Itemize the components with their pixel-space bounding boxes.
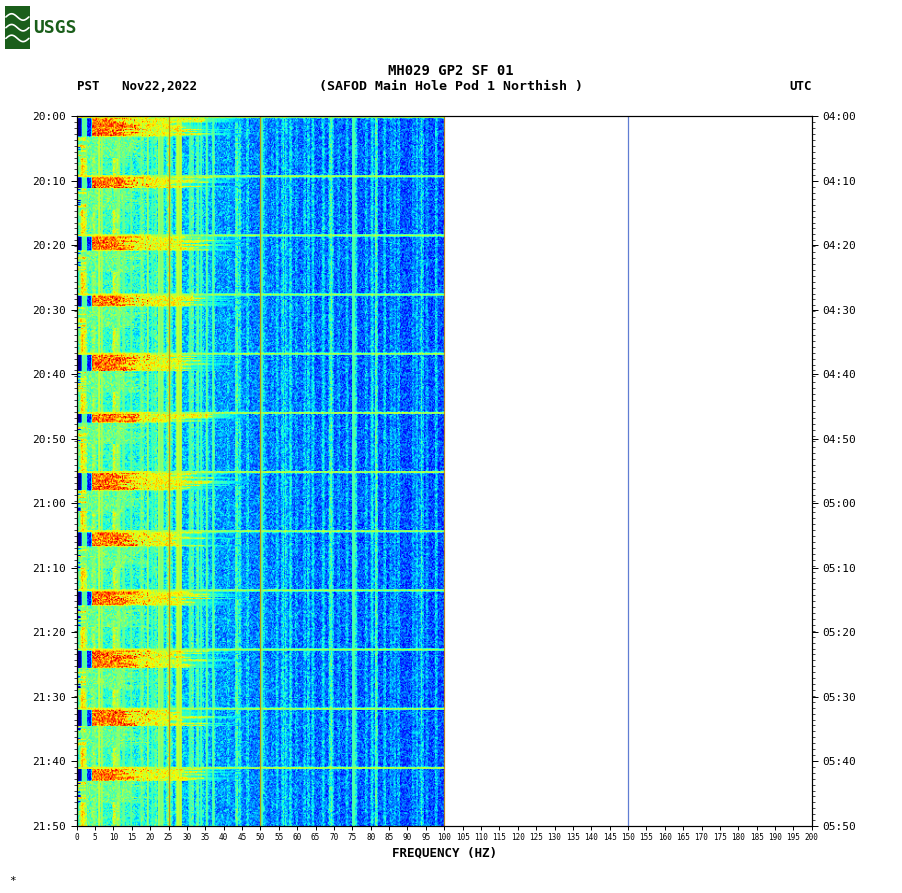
Text: *: * <box>9 876 15 886</box>
X-axis label: FREQUENCY (HZ): FREQUENCY (HZ) <box>391 847 497 859</box>
Text: MH029 GP2 SF 01: MH029 GP2 SF 01 <box>388 63 514 78</box>
Text: UTC: UTC <box>789 80 812 93</box>
Bar <box>5 6 31 49</box>
Text: USGS: USGS <box>33 19 77 37</box>
Text: (SAFOD Main Hole Pod 1 Northish ): (SAFOD Main Hole Pod 1 Northish ) <box>319 80 583 93</box>
Text: PST   Nov22,2022: PST Nov22,2022 <box>77 80 197 93</box>
